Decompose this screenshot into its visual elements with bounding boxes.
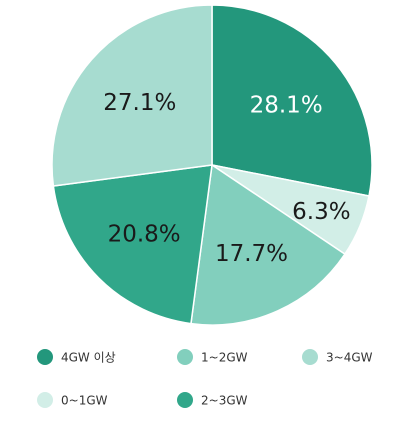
legend-label: 3~4GW [326, 351, 373, 365]
legend-swatch [37, 349, 53, 365]
legend-swatch [37, 392, 53, 408]
legend-label: 4GW 이상 [61, 351, 116, 365]
legend-label: 1~2GW [201, 351, 248, 365]
legend-swatch [177, 349, 193, 365]
legend-label: 0~1GW [61, 394, 108, 408]
legend-swatch [302, 349, 318, 365]
legend-label: 2~3GW [201, 394, 248, 408]
value-label: 20.8% [108, 221, 181, 247]
legend-swatch [177, 392, 193, 408]
value-label: 27.1% [103, 90, 176, 116]
value-label: 28.1% [250, 93, 323, 119]
pie-slice [211, 4, 373, 197]
value-label: 6.3% [292, 199, 350, 225]
pie-slice [190, 163, 346, 326]
pie-slice [52, 164, 213, 325]
value-label: 17.7% [215, 241, 288, 267]
pie-slice [51, 4, 213, 187]
